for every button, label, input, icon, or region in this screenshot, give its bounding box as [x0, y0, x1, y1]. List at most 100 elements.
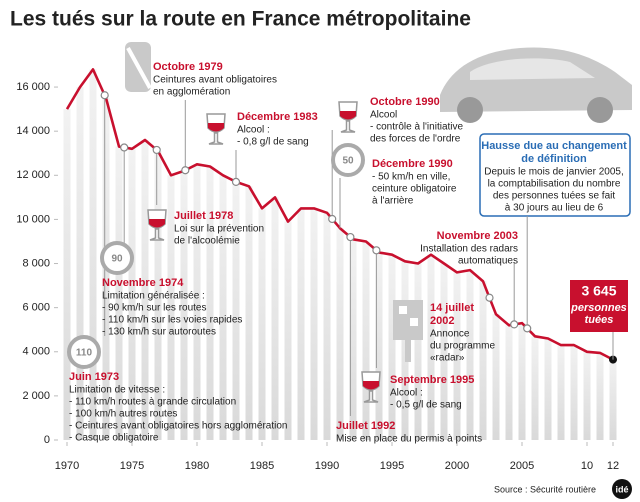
event-marker [346, 232, 355, 242]
x-tick-label: 10 [581, 460, 593, 472]
year-column [557, 345, 565, 440]
speed-sign-label: 50 [342, 156, 354, 167]
radar-lens [410, 318, 418, 326]
event-text: - Casque obligatoire [69, 433, 159, 444]
glass-wine [149, 219, 165, 228]
event-text: - 110 km/h sur les voies rapides [102, 315, 242, 326]
year-column [206, 166, 214, 440]
event-marker [485, 293, 494, 302]
event-title: Juillet 1992 [336, 420, 395, 432]
radar-icon [393, 300, 423, 340]
logo-badge [612, 479, 632, 499]
event-text: Loi sur la prévention [174, 224, 264, 235]
car-wheel [587, 97, 613, 123]
event-text: Alcool : [237, 125, 270, 136]
event-title: Septembre 1995 [390, 374, 474, 386]
year-column [115, 146, 123, 440]
event-text: Ceintures avant obligatoires [153, 75, 277, 86]
event-text: Annonce [430, 329, 470, 340]
event-text: - 0,5 g/l de sang [390, 400, 462, 411]
year-column [258, 208, 266, 440]
end-note: tuées [585, 314, 614, 326]
year-column [154, 151, 162, 440]
event-text: - 50 km/h en ville, [372, 172, 450, 183]
year-column [388, 254, 396, 440]
event-title: de définition [521, 153, 587, 165]
event-text: à 30 jours au lieu de 6 [505, 203, 604, 214]
year-column [544, 338, 552, 440]
y-tick-label: 16 000 [16, 81, 50, 93]
event-title: Décembre 1990 [372, 158, 453, 170]
year-column [505, 325, 513, 440]
event-text: Limitation de vitesse : [69, 385, 165, 396]
y-tick-label: 12 000 [16, 169, 50, 181]
year-column [583, 351, 591, 440]
year-column [609, 359, 617, 440]
glass-wine [363, 381, 379, 390]
event-title: Hausse due au changement [481, 140, 627, 152]
seatbelt-strap [126, 47, 152, 89]
speed-sign-label: 90 [111, 254, 123, 265]
year-column [375, 252, 383, 440]
glass-wine [208, 123, 224, 132]
year-column [245, 186, 253, 440]
y-tick-label: 8 000 [22, 257, 50, 269]
year-column [76, 87, 84, 440]
event-text: - 0,8 g/l de sang [237, 137, 309, 148]
note-box [479, 133, 631, 217]
event-title: Juillet 1978 [174, 210, 233, 222]
event-text: en agglomération [153, 87, 230, 98]
year-column [531, 336, 539, 440]
event-text: de l'alcoolémie [174, 236, 240, 247]
year-column [453, 272, 461, 440]
event-text: - 110 km/h routes à grande circulation [69, 397, 236, 408]
event-text: - Ceintures avant obligatoires hors aggl… [69, 421, 287, 432]
speed-sign [331, 143, 365, 177]
y-tick-label: 10 000 [16, 213, 50, 225]
end-box [570, 280, 628, 332]
event-text: du programme [430, 341, 495, 352]
event-text: des forces de l'ordre [370, 134, 461, 145]
event-text: Limitation généralisée : [102, 291, 205, 302]
event-text: Alcool : [390, 388, 423, 399]
event-title: Décembre 1983 [237, 111, 318, 123]
source: Source : Sécurité routière [494, 484, 596, 494]
event-text: automatiques [458, 256, 518, 267]
event-text: à l'arrière [372, 196, 414, 207]
year-column [297, 208, 305, 440]
glass-wine [340, 111, 356, 120]
year-column [232, 181, 240, 441]
event-text: Alcool [370, 110, 397, 121]
year-column [180, 170, 188, 440]
event-title: 14 juillet [430, 302, 474, 314]
event-text: Installation des radars [420, 244, 518, 255]
year-column [349, 239, 357, 440]
y-tick-label: 2 000 [22, 390, 50, 402]
year-column [323, 212, 331, 440]
year-column [141, 140, 149, 440]
x-tick-label: 1990 [315, 460, 339, 472]
y-tick-label: 14 000 [16, 125, 50, 137]
x-tick-label: 1980 [185, 460, 209, 472]
event-title: Octobre 1979 [153, 61, 223, 73]
year-column [479, 281, 487, 440]
year-column [219, 175, 227, 440]
year-column [596, 352, 604, 440]
event-text: - 100 km/h autres routes [69, 409, 177, 420]
event-marker [328, 214, 337, 224]
end-value-label: 3 645 [581, 283, 616, 299]
event-title: Novembre 2003 [437, 230, 518, 242]
speed-sign [100, 241, 134, 275]
event-title: Novembre 1974 [102, 277, 184, 289]
year-column [128, 148, 136, 440]
event-text: la comptabilisation du nombre [488, 179, 621, 190]
x-tick-label: 1975 [120, 460, 144, 472]
y-tick-label: 6 000 [22, 302, 50, 314]
event-text: «radar» [430, 353, 465, 364]
event-marker [120, 143, 129, 152]
year-column [427, 254, 435, 440]
y-tick-label: 0 [44, 434, 50, 446]
event-title: Octobre 1990 [370, 96, 440, 108]
year-column [271, 197, 279, 440]
event-marker [100, 91, 109, 100]
